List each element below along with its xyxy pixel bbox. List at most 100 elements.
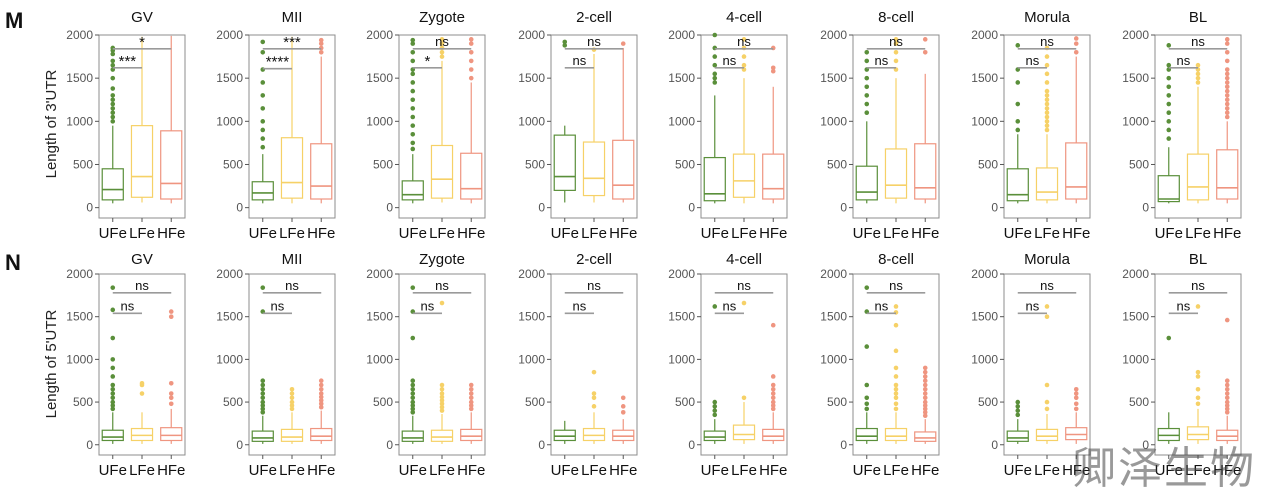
outlier-point: [770, 403, 776, 408]
outlier-point: [1166, 75, 1172, 81]
outlier-point: [110, 86, 116, 91]
x-tick-label: HFe: [1213, 462, 1241, 479]
y-tick-label: 0: [538, 438, 545, 452]
y-tick-label: 1500: [668, 310, 695, 324]
outlier-point: [1044, 97, 1050, 103]
outlier-point: [864, 58, 870, 64]
y-tick-label: 0: [688, 201, 695, 215]
y-tick-label: 1000: [971, 114, 998, 128]
outlier-point: [1195, 386, 1201, 392]
outlier-point: [318, 404, 324, 410]
outlier-point: [893, 49, 899, 55]
significance-label: ns: [435, 34, 449, 49]
outlier-point: [468, 403, 474, 408]
outlier-point: [318, 391, 324, 396]
outlier-point: [410, 395, 416, 401]
outlier-point: [110, 395, 116, 401]
significance-label: ns: [435, 278, 449, 293]
outlier-point: [893, 386, 899, 392]
outlier-point: [1044, 382, 1050, 388]
outlier-point: [1224, 410, 1230, 415]
outlier-point: [468, 406, 474, 412]
box-LFe: [280, 36, 304, 204]
x-tick-label: HFe: [1213, 225, 1241, 242]
outlier-point: [1044, 93, 1050, 98]
outlier-point: [110, 75, 116, 81]
outlier-point: [260, 391, 266, 396]
y-tick-label: 1500: [1122, 310, 1149, 324]
box-iqr: [582, 427, 606, 442]
outlier-point: [1224, 382, 1230, 388]
outlier-point: [893, 304, 899, 309]
y-tick-label: 1500: [820, 71, 847, 85]
facet-title: MII: [282, 251, 303, 268]
outlier-point: [1224, 49, 1230, 55]
x-tick-label: HFe: [759, 225, 787, 242]
outlier-point: [410, 378, 416, 384]
outlier-point: [562, 43, 568, 48]
x-tick-label: LFe: [731, 225, 757, 242]
box-LFe: [280, 386, 304, 444]
box-iqr: [1186, 426, 1210, 441]
y-tick-label: 1500: [1122, 71, 1149, 85]
x-tick-label: LFe: [279, 225, 305, 242]
outlier-point: [712, 32, 718, 38]
y-tick-label: 0: [991, 201, 998, 215]
box-HFe: [612, 41, 635, 203]
facet-title: BL: [1189, 251, 1207, 268]
outlier-point: [1044, 406, 1050, 412]
outlier-point: [1044, 62, 1050, 68]
outlier-point: [712, 404, 718, 409]
x-tick-label: HFe: [157, 225, 185, 242]
y-tick-label: 1500: [518, 71, 545, 85]
outlier-point: [318, 398, 324, 403]
outlier-point: [410, 88, 416, 94]
outlier-point: [260, 378, 266, 384]
outlier-point: [260, 144, 266, 150]
y-tick-label: 1500: [66, 71, 93, 85]
box-iqr: [762, 428, 785, 442]
x-tick-label: HFe: [1062, 225, 1090, 242]
y-tick-label: 500: [73, 157, 93, 171]
outlier-point: [770, 386, 776, 392]
outlier-point: [260, 410, 266, 415]
y-tick-label: 2000: [1122, 28, 1149, 42]
outlier-point: [439, 382, 445, 388]
outlier-point: [1073, 406, 1079, 412]
x-tick-label: HFe: [457, 225, 485, 242]
box-HFe: [160, 35, 183, 204]
outlier-point: [410, 49, 416, 55]
box-iqr: [762, 153, 785, 200]
box-iqr: [884, 148, 908, 199]
box-HFe: [1065, 36, 1088, 204]
box-LFe: [884, 37, 908, 204]
outlier-point: [1224, 399, 1230, 405]
y-tick-label: 2000: [668, 28, 695, 42]
outlier-point: [439, 398, 445, 403]
significance-label: ns: [737, 34, 751, 49]
outlier-point: [1195, 80, 1201, 85]
significance-label: ns: [889, 278, 903, 293]
y-tick-label: 2000: [518, 267, 545, 281]
outlier-point: [864, 75, 870, 81]
significance-label: ns: [737, 278, 751, 293]
outlier-point: [260, 93, 266, 98]
y-tick-label: 1000: [668, 114, 695, 128]
y-tick-label: 1500: [820, 310, 847, 324]
outlier-point: [893, 406, 899, 412]
outlier-point: [1195, 75, 1201, 81]
box-LFe: [1186, 62, 1210, 204]
x-tick-label: LFe: [279, 462, 305, 479]
outlier-point: [289, 399, 295, 405]
box-iqr: [612, 139, 635, 200]
outlier-point: [864, 344, 870, 349]
outlier-point: [110, 62, 116, 68]
box-HFe: [310, 378, 333, 444]
box-iqr: [855, 427, 878, 442]
significance-label: ns: [1040, 278, 1054, 293]
outlier-point: [110, 399, 116, 405]
outlier-point: [168, 395, 174, 401]
facet-title: MII: [282, 9, 303, 26]
